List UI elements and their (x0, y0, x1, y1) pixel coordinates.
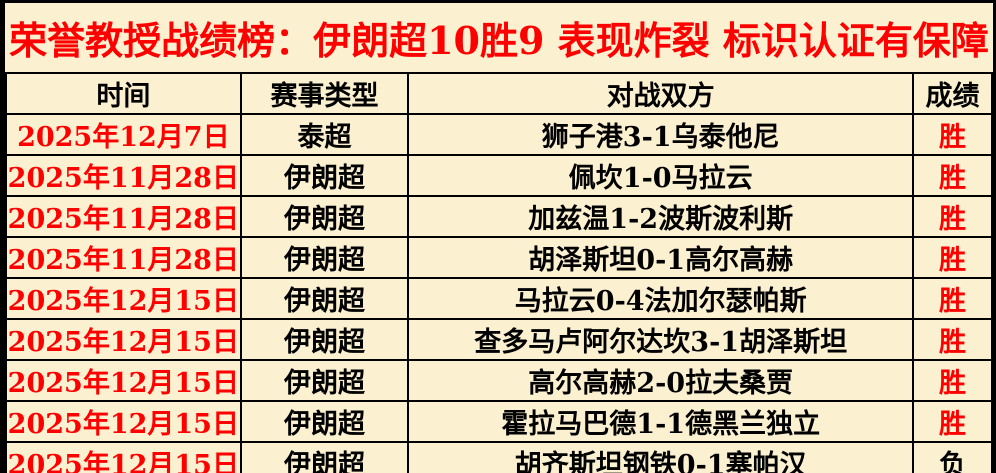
table-row: 2025年12月15日 伊朗超 查多马卢阿尔达坎3-1胡泽斯坦 胜 (5, 318, 993, 361)
match-cell: 胡齐斯坦钢铁0-1塞帕汉 (407, 441, 915, 473)
table-body: 2025年12月7日 泰超 狮子港3-1乌泰他尼 胜 2025年11月28日 伊… (5, 113, 993, 473)
date-cell: 2025年12月15日 (5, 441, 242, 473)
result-cell: 胜 (912, 318, 993, 361)
match-cell: 马拉云0-4法加尔瑟帕斯 (407, 277, 915, 320)
match-cell: 佩坎1-0马拉云 (407, 154, 915, 197)
table-row: 2025年11月28日 伊朗超 胡泽斯坦0-1高尔高赫 胜 (5, 236, 993, 279)
league-cell: 伊朗超 (239, 277, 410, 320)
title-band: 荣誉教授战绩榜：伊朗超10胜9 表现炸裂 标识认证有保障 (5, 3, 993, 72)
table-row: 2025年12月7日 泰超 狮子港3-1乌泰他尼 胜 (5, 113, 993, 156)
league-cell: 伊朗超 (239, 359, 410, 402)
date-cell: 2025年12月7日 (5, 113, 242, 156)
column-header-2: 对战双方 (407, 72, 915, 115)
league-cell: 伊朗超 (239, 236, 410, 279)
league-cell: 伊朗超 (239, 318, 410, 361)
date-cell: 2025年12月15日 (5, 277, 242, 320)
league-cell: 伊朗超 (239, 154, 410, 197)
date-cell: 2025年11月28日 (5, 154, 242, 197)
league-cell: 泰超 (239, 113, 410, 156)
result-cell: 负 (912, 441, 993, 473)
result-cell: 胜 (912, 359, 993, 402)
table-row: 2025年12月15日 伊朗超 马拉云0-4法加尔瑟帕斯 胜 (5, 277, 993, 320)
result-cell: 胜 (912, 400, 993, 443)
league-cell: 伊朗超 (239, 195, 410, 238)
table-row: 2025年11月28日 伊朗超 加兹温1-2波斯波利斯 胜 (5, 195, 993, 238)
match-cell: 加兹温1-2波斯波利斯 (407, 195, 915, 238)
table-row: 2025年12月15日 伊朗超 霍拉马巴德1-1德黑兰独立 胜 (5, 400, 993, 443)
result-cell: 胜 (912, 154, 993, 197)
page-title: 荣誉教授战绩榜：伊朗超10胜9 表现炸裂 标识认证有保障 (9, 18, 989, 63)
match-cell: 狮子港3-1乌泰他尼 (407, 113, 915, 156)
result-cell: 胜 (912, 113, 993, 156)
match-record-table: 时间 赛事类型 对战双方 成绩 2025年12月7日 泰超 狮子港3-1乌泰他尼 胜 … (5, 72, 993, 473)
league-cell: 伊朗超 (239, 441, 410, 473)
match-cell: 查多马卢阿尔达坎3-1胡泽斯坦 (407, 318, 915, 361)
date-cell: 2025年12月15日 (5, 359, 242, 402)
table-row: 2025年11月28日 伊朗超 佩坎1-0马拉云 胜 (5, 154, 993, 197)
date-cell: 2025年11月28日 (5, 195, 242, 238)
result-cell: 胜 (912, 195, 993, 238)
column-header-1: 赛事类型 (239, 72, 410, 115)
column-header-3: 成绩 (912, 72, 993, 115)
date-cell: 2025年12月15日 (5, 400, 242, 443)
table-row: 2025年12月15日 伊朗超 胡齐斯坦钢铁0-1塞帕汉 负 (5, 441, 993, 473)
date-cell: 2025年12月15日 (5, 318, 242, 361)
result-cell: 胜 (912, 277, 993, 320)
match-cell: 高尔高赫2-0拉夫桑贾 (407, 359, 915, 402)
date-cell: 2025年11月28日 (5, 236, 242, 279)
column-header-0: 时间 (5, 72, 242, 115)
result-cell: 胜 (912, 236, 993, 279)
match-cell: 霍拉马巴德1-1德黑兰独立 (407, 400, 915, 443)
league-cell: 伊朗超 (239, 400, 410, 443)
table-header-row: 时间 赛事类型 对战双方 成绩 (5, 72, 993, 115)
match-cell: 胡泽斯坦0-1高尔高赫 (407, 236, 915, 279)
table-row: 2025年12月15日 伊朗超 高尔高赫2-0拉夫桑贾 胜 (5, 359, 993, 402)
